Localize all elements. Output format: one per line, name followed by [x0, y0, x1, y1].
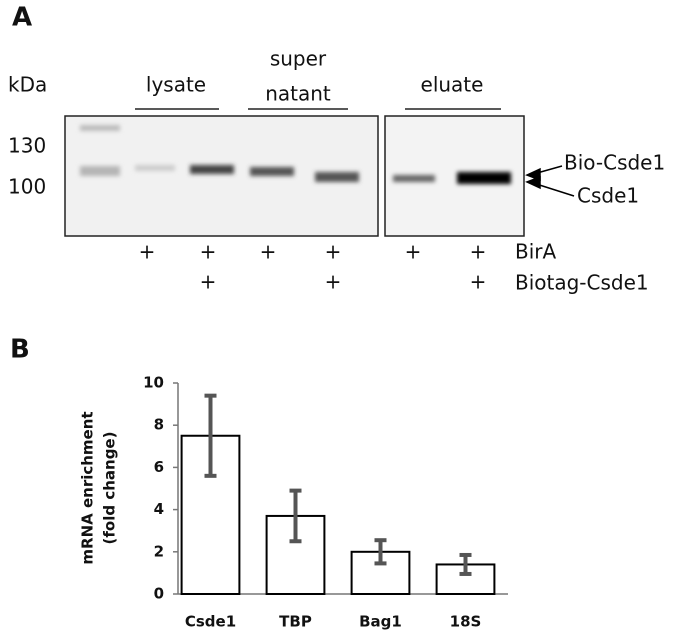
bar [350, 550, 411, 595]
marker-label: 100 [8, 175, 46, 199]
x-tick-label: Csde1 [185, 613, 236, 631]
x-tick-label: Bag1 [359, 613, 402, 631]
bar [265, 514, 326, 595]
band-label: Csde1 [577, 184, 639, 208]
lane-sign: + [200, 240, 217, 264]
group-label: eluate [421, 73, 484, 97]
y-axis-label: (fold change) [101, 432, 119, 545]
bar [435, 563, 496, 596]
error-bar [374, 538, 387, 566]
lane-sign: + [470, 240, 487, 264]
lane-sign: + [200, 270, 217, 294]
error-bar [204, 393, 217, 478]
lane-sign: + [260, 240, 277, 264]
y-tick-label: 6 [154, 458, 164, 476]
error-bar [459, 552, 472, 576]
chart: mRNA enrichment (fold change) 0 2 4 6 8 10 Csd… [79, 374, 508, 631]
y-tick-label: 0 [154, 585, 164, 603]
blot [64, 115, 525, 237]
unit-label: kDa [8, 73, 47, 97]
y-tick-label: 10 [143, 374, 164, 392]
lane-sign: + [470, 270, 487, 294]
lane-sign: + [325, 240, 342, 264]
panel-label: B [10, 335, 30, 365]
lanes: + + + + + + + + + [139, 240, 487, 294]
marker-label: 130 [8, 134, 46, 158]
y-tick-label: 2 [154, 542, 164, 560]
x-tick-label: TBP [279, 613, 312, 631]
x-tick-label: 18S [450, 613, 482, 631]
panel-label: A [12, 3, 32, 33]
band-label: Bio-Csde1 [564, 151, 665, 175]
y-axis-label: mRNA enrichment [79, 411, 97, 564]
lane-sign: + [139, 240, 156, 264]
row-label: Biotag-Csde1 [515, 271, 649, 295]
arrows [525, 165, 575, 197]
lane-sign: + [325, 270, 342, 294]
y-tick-label: 4 [154, 500, 164, 518]
y-tick-label: 8 [154, 416, 164, 434]
error-bar [289, 488, 302, 544]
group-label: super [270, 47, 327, 71]
group-label: natant [265, 82, 331, 106]
group-label: lysate [146, 73, 206, 97]
row-label: BirA [515, 240, 557, 264]
lane-sign: + [405, 240, 422, 264]
